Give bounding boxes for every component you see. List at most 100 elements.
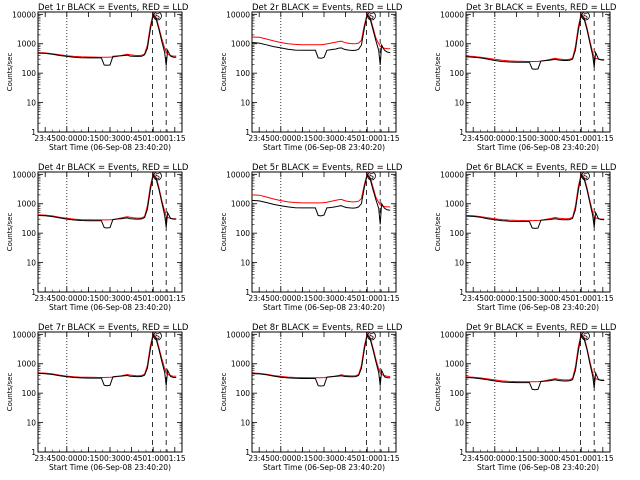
y-tick-label: 100 [22, 389, 37, 398]
annotation-circle [367, 11, 376, 21]
x-tick-label: 23:45 [34, 294, 56, 303]
lld-series-line [251, 172, 391, 208]
y-tick-label: 10000 [12, 10, 36, 19]
lld-series-line [251, 12, 391, 50]
y-tick-label: 10000 [440, 10, 464, 19]
y-tick-label: 10 [240, 259, 250, 268]
x-tick-label: 00:45 [121, 454, 143, 463]
events-series-line [251, 13, 391, 66]
annotation-label: S [583, 172, 588, 181]
x-tick-label: 01:15 [164, 454, 186, 463]
x-tick-label: 00:45 [335, 134, 357, 143]
events-series-line [465, 13, 605, 70]
plot-frame [465, 171, 611, 293]
y-tick-label: 1 [245, 448, 250, 457]
events-series-line [37, 13, 177, 66]
panel-title: Det 6r BLACK = Events, RED = LLD [466, 163, 617, 173]
y-tick-label: 1000 [445, 360, 464, 369]
x-tick-label: 00:00 [56, 294, 78, 303]
y-tick-label: 10 [454, 259, 464, 268]
panel-8: Det 8r BLACK = Events, RED = LLD 1 10 100 10… [220, 323, 403, 472]
y-tick-label: 10000 [226, 170, 250, 179]
x-axis-label: Start Time (06-Sep-08 23:40:20) [477, 143, 599, 152]
events-series-line [465, 333, 605, 391]
x-tick-label: 00:30 [99, 134, 121, 143]
annotation-circle [581, 171, 590, 181]
x-tick-label: 00:15 [292, 294, 314, 303]
x-tick-label: 00:45 [549, 294, 571, 303]
x-tick-label: 00:45 [335, 294, 357, 303]
x-tick-label: 00:30 [527, 294, 549, 303]
y-tick-label: 100 [22, 229, 37, 238]
y-tick-label: 1 [31, 448, 36, 457]
x-tick-label: 01:15 [592, 454, 614, 463]
y-tick-label: 1 [31, 288, 36, 297]
x-axis-label: Start Time (06-Sep-08 23:40:20) [49, 303, 171, 312]
y-tick-label: 1 [31, 128, 36, 137]
x-tick-label: 00:15 [506, 134, 528, 143]
y-tick-label: 100 [22, 69, 37, 78]
x-tick-label: 01:00 [570, 294, 592, 303]
x-tick-label: 00:15 [292, 134, 314, 143]
plot-frame [251, 11, 397, 133]
y-tick-label: 1 [459, 448, 464, 457]
y-tick-label: 100 [236, 389, 251, 398]
panel-1: Det 1r BLACK = Events, RED = LLD 1 10 100 10… [6, 3, 189, 152]
x-tick-label: 00:00 [484, 454, 506, 463]
x-tick-label: 00:30 [99, 294, 121, 303]
y-tick-label: 10000 [226, 330, 250, 339]
x-tick-label: 00:00 [270, 134, 292, 143]
plot-frame [37, 331, 183, 453]
annotation-circle [153, 331, 162, 341]
x-tick-label: 00:30 [313, 134, 335, 143]
y-tick-label: 1000 [445, 200, 464, 209]
y-tick-label: 10 [240, 99, 250, 108]
x-tick-label: 01:15 [164, 134, 186, 143]
annotation-label: S [155, 172, 160, 181]
x-tick-label: 00:15 [506, 454, 528, 463]
x-tick-label: 01:00 [356, 294, 378, 303]
x-tick-label: 23:45 [248, 454, 270, 463]
y-axis-label: Counts/sec [220, 53, 228, 92]
x-tick-label: 00:30 [313, 294, 335, 303]
y-tick-label: 100 [450, 389, 465, 398]
y-tick-label: 1 [459, 288, 464, 297]
x-tick-label: 01:15 [164, 294, 186, 303]
x-tick-label: 00:00 [56, 134, 78, 143]
x-tick-label: 00:30 [527, 454, 549, 463]
x-tick-label: 01:15 [378, 294, 400, 303]
annotation-label: S [369, 172, 374, 181]
annotation-circle [367, 171, 376, 181]
annotation-label: S [583, 12, 588, 21]
x-tick-label: 00:00 [270, 454, 292, 463]
y-tick-label: 1000 [17, 360, 36, 369]
y-tick-label: 1 [459, 128, 464, 137]
y-tick-label: 10000 [12, 170, 36, 179]
y-tick-label: 1000 [231, 200, 250, 209]
y-tick-label: 100 [450, 229, 465, 238]
panel-title: Det 8r BLACK = Events, RED = LLD [252, 323, 403, 333]
x-tick-label: 23:45 [462, 454, 484, 463]
x-tick-label: 00:15 [78, 294, 100, 303]
y-tick-label: 100 [450, 69, 465, 78]
y-tick-label: 10000 [226, 10, 250, 19]
x-tick-label: 01:15 [378, 134, 400, 143]
panel-title: Det 7r BLACK = Events, RED = LLD [38, 323, 189, 333]
annotation-circle [153, 11, 162, 21]
plot-frame [465, 11, 611, 133]
panel-title: Det 5r BLACK = Events, RED = LLD [252, 163, 403, 173]
panel-title: Det 1r BLACK = Events, RED = LLD [38, 3, 189, 13]
panel-6: Det 6r BLACK = Events, RED = LLD 1 10 100 10… [434, 163, 617, 312]
x-axis-label: Start Time (06-Sep-08 23:40:20) [49, 143, 171, 152]
x-tick-label: 01:00 [356, 454, 378, 463]
annotation-label: S [369, 12, 374, 21]
y-tick-label: 1000 [445, 40, 464, 49]
annotation-label: S [155, 12, 160, 21]
x-tick-label: 00:45 [121, 134, 143, 143]
x-tick-label: 01:00 [142, 134, 164, 143]
y-tick-label: 10 [26, 259, 36, 268]
x-axis-label: Start Time (06-Sep-08 23:40:20) [263, 463, 385, 472]
x-tick-label: 01:15 [592, 134, 614, 143]
events-series-line [465, 173, 605, 229]
x-tick-label: 00:30 [313, 454, 335, 463]
